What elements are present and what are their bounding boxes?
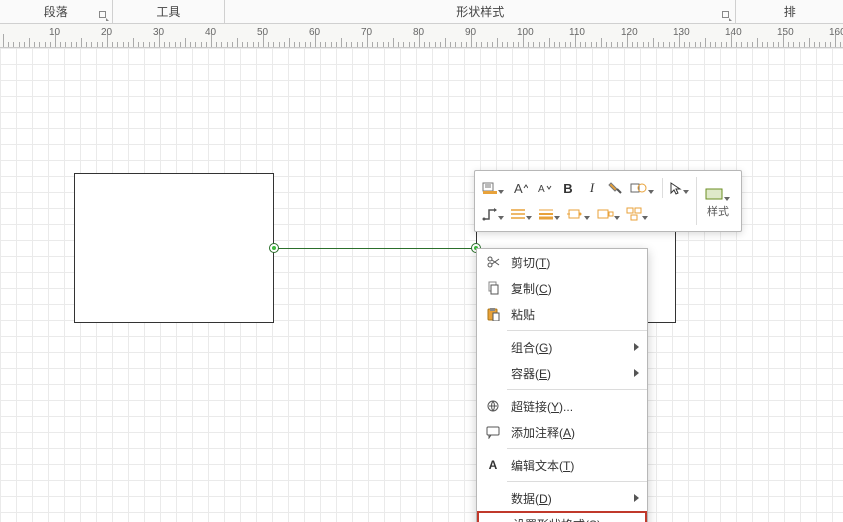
menu-item-copy[interactable]: 复制(C): [477, 275, 647, 301]
font-shrink-icon[interactable]: A: [533, 177, 555, 199]
italic-icon[interactable]: I: [581, 177, 603, 199]
shape-change-icon[interactable]: [629, 177, 657, 199]
menu-item-container[interactable]: 容器(E): [477, 360, 647, 386]
pointer-tool-icon[interactable]: [668, 177, 692, 199]
format-painter-icon[interactable]: [605, 177, 627, 199]
ribbon-group-label: 工具: [156, 3, 180, 20]
menu-item-comment[interactable]: 添加注释(A): [477, 419, 647, 445]
menu-item-edit-text[interactable]: A 编辑文本(T): [477, 452, 647, 478]
drawing-canvas[interactable]: A A BI 样式剪切(T) 复制(C) 粘贴组合(G) 容器(E) 超链接(Y)... 添加注…: [0, 48, 843, 522]
connector-type-icon[interactable]: [481, 203, 507, 225]
quick-style-icon[interactable]: [703, 184, 733, 206]
menu-item-hyperlink[interactable]: 超链接(Y)...: [477, 393, 647, 419]
comment-icon: [483, 425, 503, 439]
fill-icon[interactable]: [481, 177, 507, 199]
arrow-start-icon[interactable]: [565, 203, 593, 225]
connection-handle[interactable]: [269, 243, 279, 253]
scissors-icon: [483, 255, 503, 269]
ribbon-group-工具[interactable]: 工具: [113, 0, 225, 23]
ribbon: 段落 工具 形状样式 排: [0, 0, 843, 24]
arrow-end-icon[interactable]: [595, 203, 623, 225]
menu-item-label: 粘贴: [511, 306, 623, 323]
menu-item-label: 复制(C): [511, 280, 623, 297]
bold-icon[interactable]: B: [557, 177, 579, 199]
menu-item-label: 添加注释(A): [511, 424, 623, 441]
menu-item-format[interactable]: 设置形状格式(S): [477, 511, 647, 522]
font-grow-icon[interactable]: A: [509, 177, 531, 199]
A-icon: A: [483, 458, 503, 472]
horizontal-ruler: 102030405060708090100110120130140150160: [0, 24, 843, 48]
menu-item-paste[interactable]: 粘贴: [477, 301, 647, 327]
svg-text:A: A: [538, 184, 545, 195]
ribbon-group-label: 排: [784, 3, 796, 20]
connector-line[interactable]: [274, 248, 476, 249]
menu-item-label: 组合(G): [511, 339, 623, 356]
mini-toolbar: A A BI 样式: [474, 170, 742, 232]
paste-icon: [483, 307, 503, 321]
dialog-launcher-icon[interactable]: [721, 10, 731, 20]
menu-item-label: 数据(D): [511, 490, 623, 507]
menu-item-cut[interactable]: 剪切(T): [477, 249, 647, 275]
shape-rect-left[interactable]: [74, 173, 274, 323]
line-style-icon[interactable]: [509, 203, 535, 225]
menu-item-label: 设置形状格式(S): [513, 516, 621, 522]
menu-item-label: 超链接(Y)...: [511, 398, 623, 415]
ribbon-group-形状样式[interactable]: 形状样式: [225, 0, 735, 23]
ribbon-group-排[interactable]: 排: [736, 0, 843, 23]
ribbon-group-label: 形状样式: [456, 3, 504, 20]
ribbon-group-label: 段落: [44, 3, 68, 20]
ribbon-group-段落[interactable]: 段落: [0, 0, 112, 23]
dialog-launcher-icon[interactable]: [98, 10, 108, 20]
svg-text:A: A: [514, 181, 523, 195]
link-icon: [483, 399, 503, 413]
menu-item-label: 剪切(T): [511, 254, 623, 271]
menu-item-label: 容器(E): [511, 365, 623, 382]
align-icon[interactable]: [625, 203, 651, 225]
copy-icon: [483, 281, 503, 295]
menu-item-data[interactable]: 数据(D): [477, 485, 647, 511]
style-label: 样式: [701, 206, 735, 218]
menu-item-label: 编辑文本(T): [511, 457, 623, 474]
context-menu: 剪切(T) 复制(C) 粘贴组合(G) 容器(E) 超链接(Y)... 添加注释(A) A编…: [476, 248, 648, 522]
line-weight-icon[interactable]: [537, 203, 563, 225]
menu-item-group[interactable]: 组合(G): [477, 334, 647, 360]
